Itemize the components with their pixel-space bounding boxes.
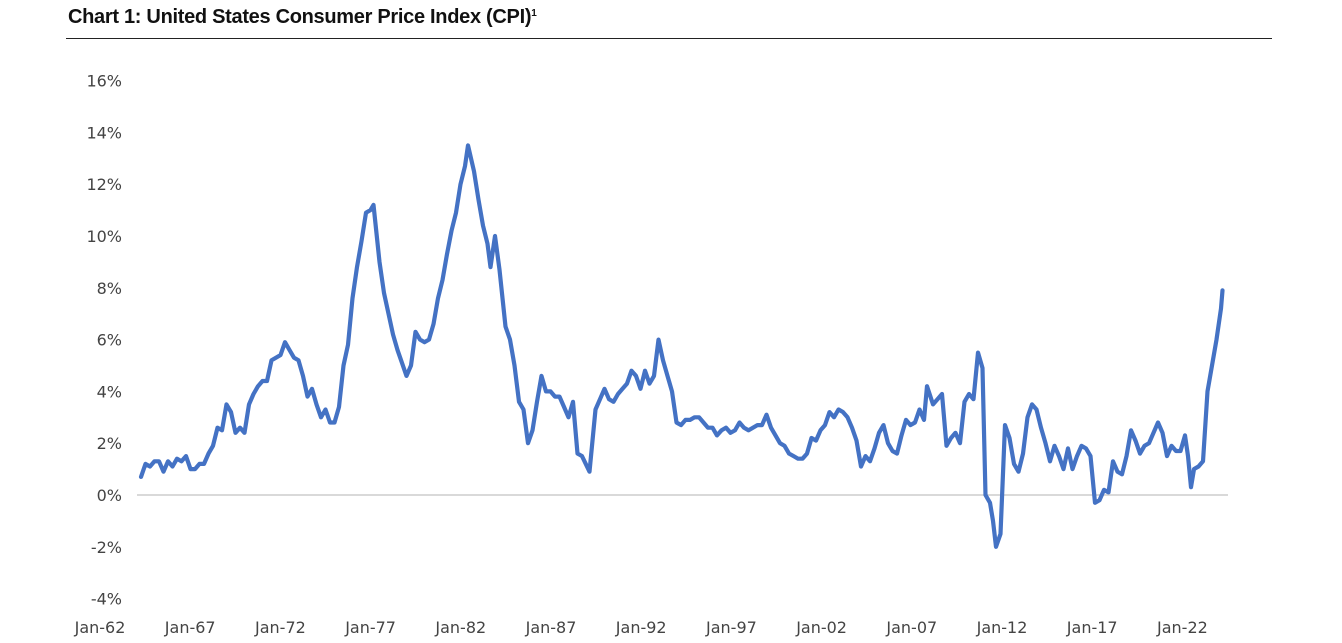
y-tick-label: 12% [86,175,122,194]
y-tick-label: 10% [86,227,122,246]
title-underline [66,38,1272,39]
x-tick-label: Jan-72 [254,618,306,637]
y-tick-label: 0% [97,486,122,505]
y-tick-label: -2% [91,538,122,557]
x-tick-label: Jan-17 [1066,618,1118,637]
x-tick-label: Jan-82 [434,618,486,637]
chart-title-text: Chart 1: United States Consumer Price In… [68,6,532,28]
x-tick-label: Jan-67 [164,618,216,637]
y-tick-label: 8% [97,279,122,298]
x-tick-label: Jan-87 [525,618,577,637]
x-tick-label: Jan-12 [976,618,1028,637]
y-tick-label: 4% [97,382,122,401]
x-tick-label: Jan-92 [615,618,667,637]
x-tick-label: Jan-77 [344,618,396,637]
y-tick-label: 14% [86,123,122,142]
y-tick-label: 2% [97,434,122,453]
x-axis: Jan-62 Jan-67 Jan-72 Jan-77 Jan-82 Jan-87 Jan-… [74,618,1208,637]
cpi-series-line [138,143,1225,549]
title-footnote-marker: 1 [531,8,537,19]
x-tick-label: Jan-97 [705,618,757,637]
x-tick-label: Jan-02 [795,618,847,637]
x-tick-label: Jan-07 [885,618,937,637]
chart-title: Chart 1: United States Consumer Price In… [68,6,537,29]
y-axis: 16% 14% 12% 10% 8% 6% 4% 2% 0% -2% -4% [86,72,122,609]
y-tick-label: -4% [91,590,122,609]
y-tick-label: 6% [97,331,122,350]
x-tick-label: Jan-22 [1156,618,1208,637]
x-tick-label: Jan-62 [74,618,126,637]
plot-area [138,143,1225,549]
y-tick-label: 16% [86,72,122,91]
